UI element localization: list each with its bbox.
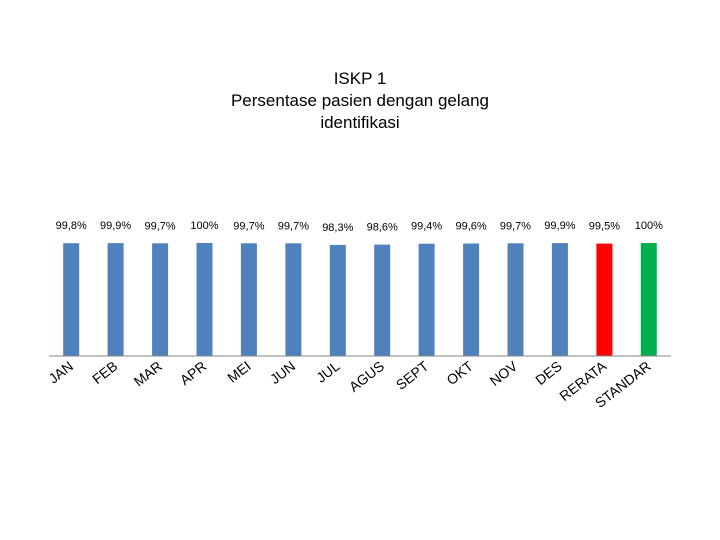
category-label-nov: NOV <box>487 357 521 389</box>
data-label-agus: 98,6% <box>367 222 398 234</box>
bar-jan <box>63 243 80 356</box>
bar-okt <box>463 243 480 356</box>
bar-jun <box>285 243 302 356</box>
bar-mei <box>240 243 257 356</box>
category-label-agus: AGUS <box>346 358 387 395</box>
category-label-des: DES <box>532 358 565 388</box>
category-label-mei: MEI <box>224 358 253 386</box>
chart-title-line-2: Persentase pasien dengan gelang <box>230 91 490 110</box>
data-label-mei: 99,7% <box>233 220 264 232</box>
bar-agus <box>374 244 391 356</box>
data-label-jul: 98,3% <box>322 222 353 234</box>
category-label-mar: MAR <box>131 358 165 390</box>
bar-des <box>551 243 568 356</box>
data-label-sept: 99,4% <box>411 221 442 233</box>
bar-rerata <box>596 243 613 356</box>
data-label-jun: 99,7% <box>278 220 309 232</box>
category-label-sept: SEPT <box>393 357 432 392</box>
bar-standar <box>640 243 657 356</box>
data-label-feb: 99,9% <box>100 220 131 232</box>
data-label-nov: 99,7% <box>500 220 531 232</box>
bar-feb <box>107 243 124 356</box>
bar-jul <box>329 244 346 356</box>
chart-title: ISKP 1 Persentase pasien dengan gelang i… <box>160 68 560 134</box>
data-label-jan: 99,8% <box>56 220 87 232</box>
chart-title-line-1: ISKP 1 <box>333 69 387 88</box>
category-label-apr: APR <box>177 358 210 388</box>
data-label-des: 99,9% <box>544 220 575 232</box>
category-label-jul: JUL <box>313 358 343 386</box>
chart-title-line-3: identifikasi <box>320 113 400 132</box>
data-label-mar: 99,7% <box>144 220 175 232</box>
bar-apr <box>196 243 213 356</box>
category-label-feb: FEB <box>89 358 120 387</box>
category-label-okt: OKT <box>443 357 476 388</box>
bar-sept <box>418 243 435 356</box>
data-label-standar: 100% <box>635 220 663 232</box>
bar-nov <box>507 243 524 356</box>
category-label-jun: JUN <box>267 358 298 387</box>
bar-mar <box>152 243 169 356</box>
data-label-okt: 99,6% <box>455 221 486 233</box>
data-label-rerata: 99,5% <box>589 221 620 233</box>
category-label-jan: JAN <box>45 358 76 387</box>
data-label-apr: 100% <box>190 220 218 232</box>
